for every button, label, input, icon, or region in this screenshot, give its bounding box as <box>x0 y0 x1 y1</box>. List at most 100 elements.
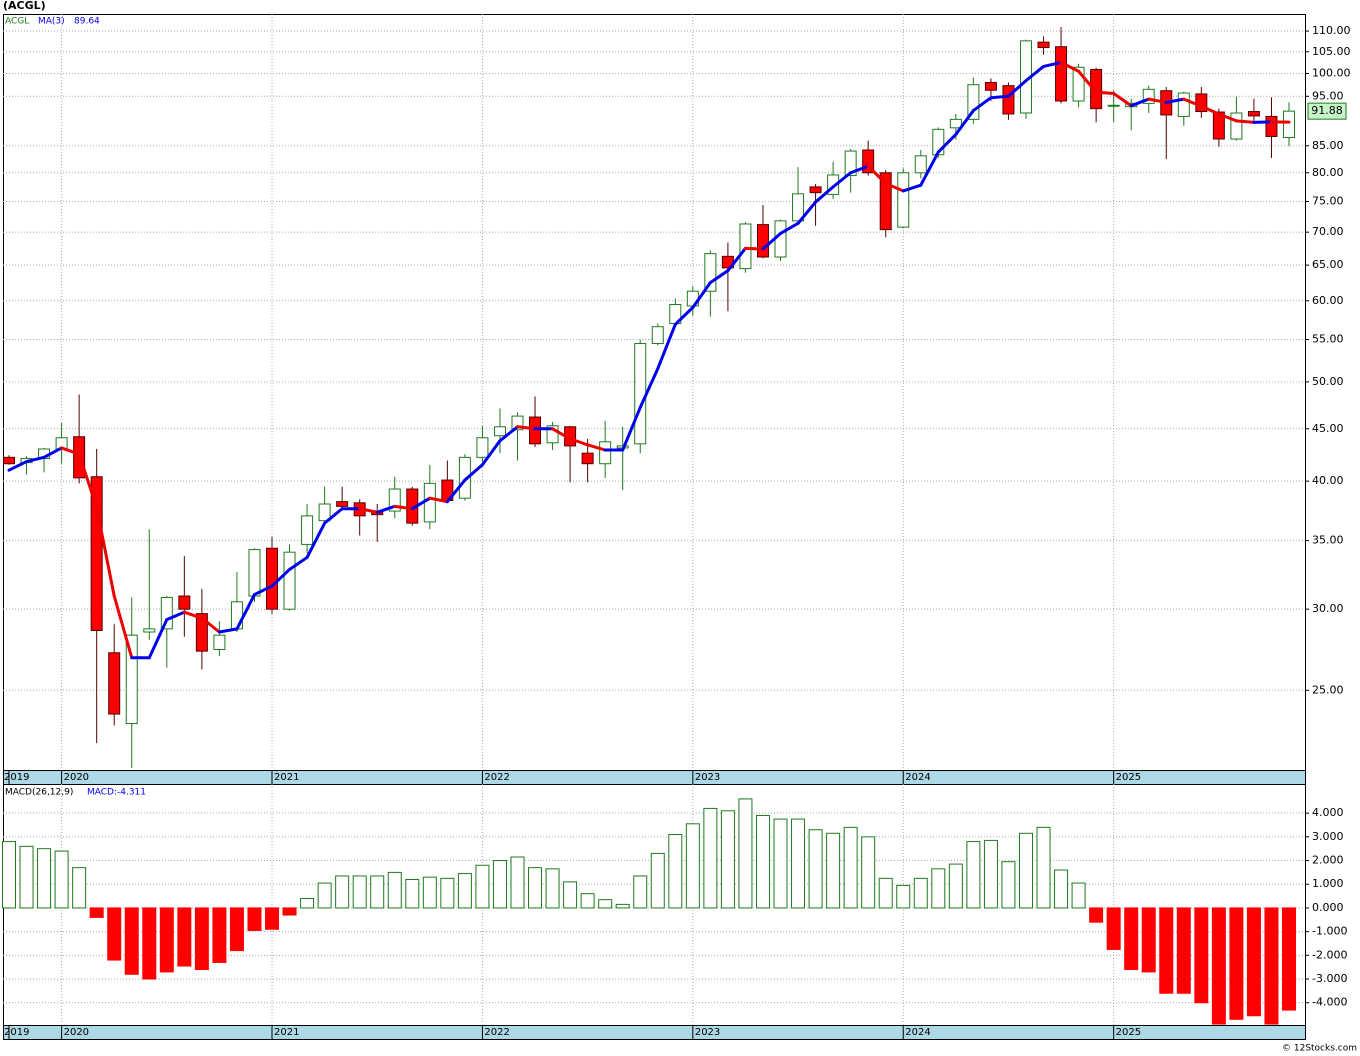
candle-body <box>1177 92 1190 117</box>
macd-bar <box>1124 907 1139 971</box>
y-tick-label: 75.00 <box>1312 194 1344 207</box>
candle-body <box>651 326 664 345</box>
ma-segment <box>621 406 642 452</box>
chart-title: (ACGL) <box>3 0 46 12</box>
candle-body <box>283 551 296 610</box>
macd-bar <box>335 875 350 909</box>
ma-segment <box>638 367 660 410</box>
macd-bar <box>1018 832 1033 909</box>
ma-segment <box>743 246 765 251</box>
macd-bar <box>1211 907 1226 1025</box>
candle-body <box>476 437 489 458</box>
ma-segment <box>971 96 993 113</box>
last-price-box <box>1307 102 1347 120</box>
macd-bar <box>300 897 315 909</box>
macd-bar <box>19 845 34 909</box>
candle-body <box>493 426 506 437</box>
candle-body <box>248 549 261 597</box>
ma-segment <box>305 521 327 559</box>
x-tick-label: 2024 <box>905 1027 930 1038</box>
y-tick-label: 45.00 <box>1312 422 1344 435</box>
candle-body <box>301 515 314 545</box>
candle-body <box>1230 112 1243 140</box>
macd-bar <box>194 907 209 971</box>
y-tick-label: 80.00 <box>1312 166 1344 179</box>
macd-bar <box>633 875 648 909</box>
ma-segment <box>849 164 870 175</box>
ma-segment <box>235 593 256 631</box>
x-tick-label: 2023 <box>695 1027 720 1038</box>
macd-bar <box>265 907 280 930</box>
candle-body <box>844 150 857 177</box>
candle-body <box>1037 41 1050 49</box>
ma-segment <box>1006 79 1028 98</box>
candle-body <box>827 174 840 195</box>
ma-segment <box>25 455 46 464</box>
y-tick-label: -1.000 <box>1312 925 1347 938</box>
macd-bar <box>1282 907 1296 1011</box>
candle-body <box>634 343 647 445</box>
candle-body <box>318 503 331 522</box>
legend-macd: MACD(26,12,9) <box>5 788 73 798</box>
ma-segment <box>656 322 677 371</box>
legend-macd-value: -4.311 <box>117 788 146 798</box>
macd-bar <box>896 884 911 909</box>
macd-bar <box>2 841 16 909</box>
macd-bar <box>1176 907 1191 994</box>
candle-body <box>266 547 279 610</box>
ma-segment <box>796 200 818 225</box>
macd-bar <box>229 907 244 952</box>
macd-bar <box>370 875 385 909</box>
ma-segment <box>498 425 519 443</box>
ma-segment <box>884 181 905 193</box>
macd-bar <box>1194 907 1209 1004</box>
ma-segment <box>1234 119 1256 124</box>
candle-body <box>336 501 349 507</box>
macd-bar <box>755 815 770 909</box>
macd-bar <box>563 881 578 909</box>
macd-bar <box>1071 882 1086 909</box>
candle-body <box>599 441 612 465</box>
macd-bar <box>1264 907 1279 1025</box>
macd-bar <box>1106 907 1121 950</box>
ma-segment <box>7 460 29 472</box>
macd-bar <box>422 876 437 909</box>
candle-body <box>1265 115 1278 137</box>
ma-segment <box>445 478 467 504</box>
candle-body <box>792 193 805 222</box>
macd-bar <box>528 867 543 909</box>
macd-bar <box>89 907 104 918</box>
x-tick-label: 2024 <box>905 772 930 783</box>
ma-segment <box>410 496 432 511</box>
candle-body <box>143 628 156 633</box>
x-tick-label: 2022 <box>484 1027 509 1038</box>
ma-segment <box>831 171 853 189</box>
macd-bar <box>808 829 823 909</box>
macd-bar <box>983 839 998 909</box>
macd-bar <box>405 878 420 909</box>
ma-segment <box>814 185 835 204</box>
ma-segment <box>95 506 116 598</box>
ma-segment <box>1147 97 1168 104</box>
candle-body <box>1142 88 1155 104</box>
ma-segment <box>551 427 572 441</box>
candle-body <box>1090 68 1103 110</box>
macd-bar <box>1159 907 1174 994</box>
macd-bar <box>791 818 806 909</box>
macd-bar <box>931 868 946 909</box>
macd-bar <box>37 848 52 909</box>
ma-segment <box>165 610 186 622</box>
macd-bar <box>685 823 700 909</box>
y-tick-label: 95.00 <box>1312 89 1344 102</box>
y-tick-label: 100.00 <box>1312 66 1351 79</box>
macd-bar <box>282 907 297 916</box>
candle-body <box>511 415 524 431</box>
ma-segment <box>901 183 923 193</box>
ma-segment <box>691 281 712 309</box>
ma-segment <box>42 446 64 459</box>
ma-segment <box>954 109 975 136</box>
macd-bar <box>177 907 192 967</box>
y-tick-label: 40.00 <box>1312 474 1344 487</box>
ma-segment <box>586 443 607 452</box>
